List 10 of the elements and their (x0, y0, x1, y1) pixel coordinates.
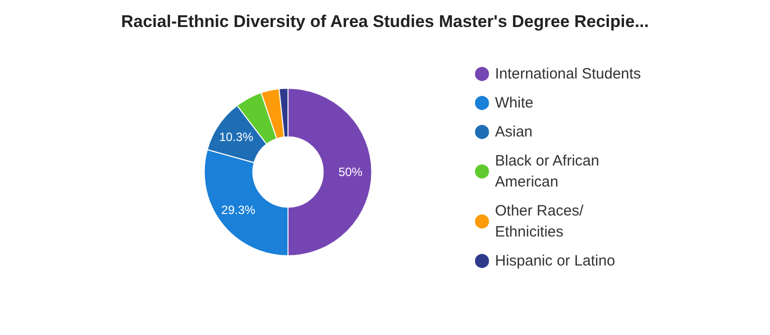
data-label: 10.3% (219, 130, 254, 144)
legend-label: International Students (495, 66, 641, 82)
legend-label: Other Races/ Ethnicities (495, 202, 588, 240)
data-label: 50% (338, 165, 363, 179)
legend-label: White (495, 94, 534, 112)
legend-label: Asian (495, 124, 533, 140)
chart-title: Racial-Ethnic Diversity of Area Studies Master's Degree Recipie... (121, 12, 649, 31)
data-label: 29.3% (221, 202, 256, 217)
legend-label: Hispanic or Latino (495, 252, 616, 270)
legend-label: Black or African American (495, 152, 604, 190)
